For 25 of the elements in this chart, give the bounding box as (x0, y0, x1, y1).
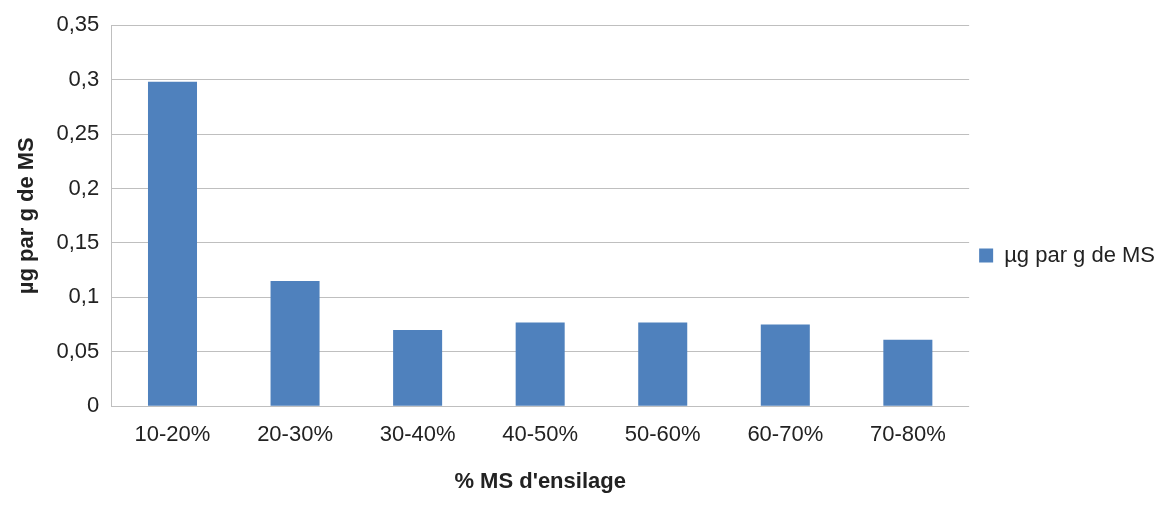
x-tick-label: 10-20% (134, 421, 211, 447)
bar (883, 339, 933, 406)
y-tick-label: 0,1 (68, 283, 100, 309)
y-tick-label: 0,05 (56, 337, 100, 363)
bar (393, 330, 443, 406)
x-tick-label: 50-60% (624, 421, 701, 447)
x-tick-label: 20-30% (257, 421, 333, 447)
y-tick-label: 0,3 (68, 65, 100, 91)
bar (515, 322, 565, 406)
x-tick-label: 70-80% (869, 421, 946, 447)
x-axis-title: % MS d'ensilage (454, 467, 626, 493)
bar (147, 81, 198, 406)
x-tick-label: 30-40% (379, 421, 456, 447)
x-tick-label: 40-50% (502, 421, 579, 447)
legend-label: µg par g de MS (1004, 241, 1156, 267)
y-tick-label: 0,25 (56, 120, 100, 146)
x-tick-label: 60-70% (747, 421, 824, 447)
y-tick-label: 0,15 (56, 228, 100, 254)
y-tick-label: 0,2 (68, 174, 100, 200)
bar (760, 324, 810, 406)
y-tick-label: 0 (86, 392, 100, 418)
y-axis-title: µg par g de MS (13, 137, 39, 295)
bar (638, 322, 688, 406)
bar (270, 281, 320, 406)
y-tick-label: 0,35 (56, 11, 100, 37)
